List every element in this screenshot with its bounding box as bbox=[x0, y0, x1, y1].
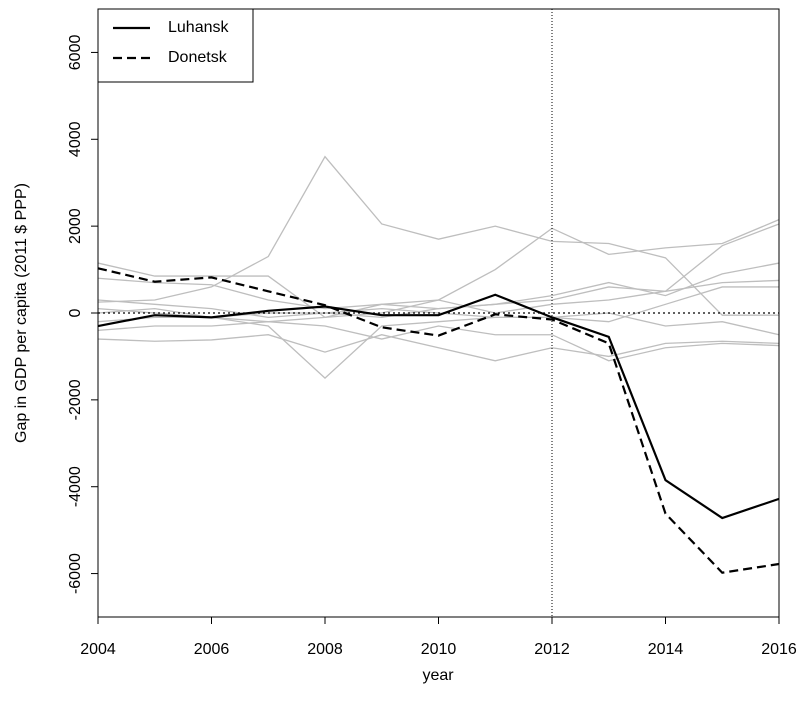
x-tick-label: 2004 bbox=[80, 641, 116, 658]
y-tick-label: -2000 bbox=[67, 379, 84, 420]
y-tick-label: -6000 bbox=[67, 553, 84, 594]
x-tick-label: 2016 bbox=[761, 641, 797, 658]
placebo-line bbox=[97, 155, 779, 316]
plot-frame bbox=[97, 8, 780, 618]
placebo-line bbox=[97, 321, 780, 362]
series-line bbox=[97, 293, 780, 520]
x-tick-label: 2008 bbox=[307, 641, 343, 658]
x-tick-label: 2012 bbox=[534, 641, 570, 658]
y-tick-label: 4000 bbox=[67, 121, 84, 157]
series-line bbox=[97, 267, 780, 574]
y-axis-title: Gap in GDP per capita (2011 $ PPP) bbox=[13, 183, 30, 443]
placebo-line bbox=[97, 334, 780, 362]
x-tick-label: 2014 bbox=[648, 641, 684, 658]
legend-label: Luhansk bbox=[168, 19, 229, 36]
y-tick-label: 0 bbox=[67, 308, 84, 317]
y-tick-label: 6000 bbox=[67, 35, 84, 71]
y-tick-label: -4000 bbox=[67, 466, 84, 507]
legend-box bbox=[97, 8, 254, 83]
legend-label: Donetsk bbox=[168, 49, 228, 66]
y-tick-label: 2000 bbox=[67, 208, 84, 244]
x-axis-title: year bbox=[422, 667, 454, 684]
x-tick-label: 2006 bbox=[194, 641, 230, 658]
x-tick-label: 2010 bbox=[421, 641, 457, 658]
placebo-line bbox=[97, 262, 780, 318]
